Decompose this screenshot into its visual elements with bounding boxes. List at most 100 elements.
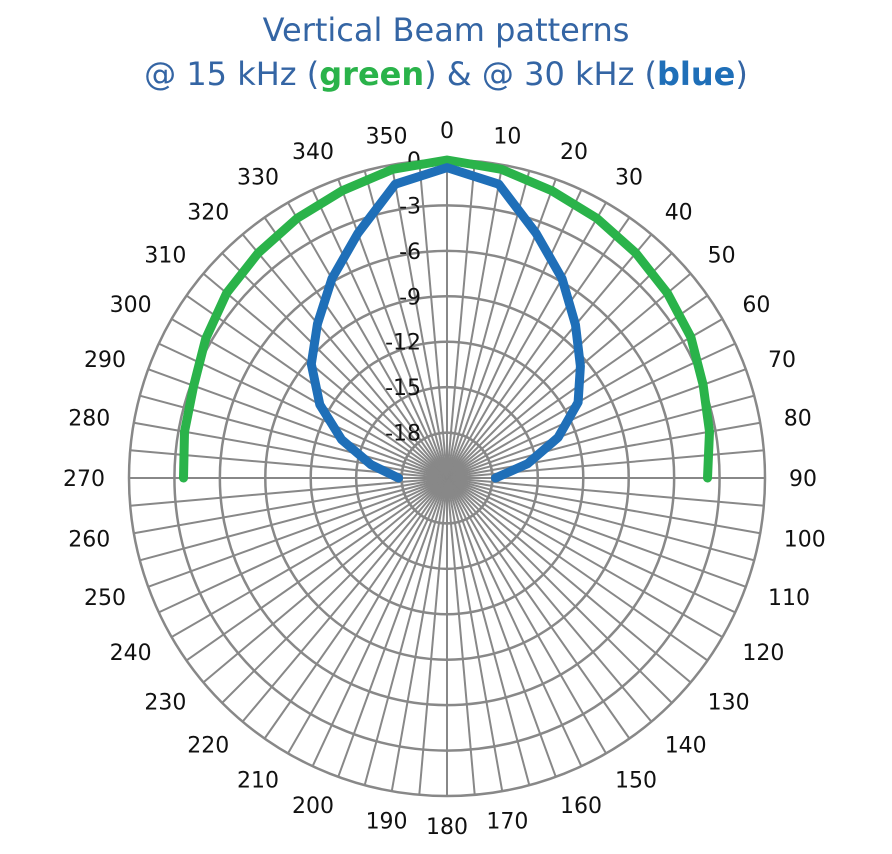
grid-spoke <box>446 368 747 479</box>
angular-tick-label: 130 <box>708 691 750 716</box>
grid-spoke <box>446 272 692 479</box>
grid-spoke <box>446 477 755 562</box>
grid-spoke <box>418 477 448 795</box>
series-line-blue <box>306 163 585 483</box>
grid-spoke <box>446 477 747 588</box>
title-line-1: Vertical Beam patterns <box>262 11 630 49</box>
angular-tick-label: 120 <box>742 641 784 666</box>
grid-spoke <box>418 161 448 479</box>
grid-spoke <box>446 233 653 479</box>
grid-spoke <box>446 477 761 535</box>
angular-tick-label: 40 <box>665 200 693 225</box>
title-line-2-part-c: ) <box>735 55 748 93</box>
grid-spoke <box>446 161 476 479</box>
angular-tick-label: 50 <box>708 243 736 268</box>
grid-spoke <box>446 477 531 786</box>
radial-tick-label: -12 <box>385 331 421 356</box>
grid-spoke <box>311 189 448 479</box>
grid-spoke <box>171 318 448 479</box>
angular-tick-label: 280 <box>68 407 110 432</box>
angular-tick-label: 160 <box>560 794 602 819</box>
grid-spoke <box>390 477 448 792</box>
grid-ring <box>309 340 585 616</box>
grid-spoke <box>446 477 764 507</box>
grid-spoke <box>139 477 448 562</box>
grid-spoke <box>446 318 723 479</box>
grid-spoke <box>446 477 583 767</box>
grid-spoke <box>446 189 583 479</box>
angular-tick-label: 350 <box>366 124 408 149</box>
grid-spoke <box>130 477 448 507</box>
angular-tick-label: 290 <box>84 348 126 373</box>
grid-spoke <box>337 477 448 778</box>
grid-spoke <box>446 477 673 704</box>
grid-spoke <box>311 477 448 767</box>
angular-tick-label: 110 <box>768 586 810 611</box>
angular-tick-label: 260 <box>68 527 110 552</box>
grid-spoke <box>446 216 631 479</box>
grid-spoke <box>446 477 476 795</box>
angular-tick-label: 320 <box>187 200 229 225</box>
angular-tick-label: 330 <box>237 166 279 191</box>
angular-tick-label: 90 <box>789 467 817 492</box>
grid-spoke <box>147 477 448 588</box>
radial-tick-label: -15 <box>385 376 421 401</box>
grid-spoke <box>446 477 631 740</box>
grid-spoke <box>287 477 448 754</box>
grid-spoke <box>446 477 723 638</box>
grid-spoke <box>221 477 448 704</box>
grid-ring <box>354 385 540 571</box>
grid-spoke <box>446 477 557 778</box>
chart-title: Vertical Beam patterns @ 15 kHz (green) … <box>0 8 892 96</box>
angular-tick-label: 270 <box>63 467 105 492</box>
grid-spoke <box>446 477 709 662</box>
grid-spoke <box>446 477 607 754</box>
grid-spoke <box>147 368 448 479</box>
grid-spoke <box>221 252 448 479</box>
grid-spoke <box>241 233 448 479</box>
radial-tick-label: -9 <box>399 285 421 310</box>
grid-spoke <box>133 477 448 535</box>
grid-spoke <box>446 477 504 792</box>
title-green-word: green <box>319 55 425 93</box>
angular-tick-label: 310 <box>144 243 186 268</box>
angular-tick-label: 340 <box>292 140 334 165</box>
angular-tick-label: 60 <box>742 293 770 318</box>
angular-tick-label: 190 <box>366 810 408 835</box>
grid-spoke <box>446 164 504 479</box>
grid-spoke <box>446 202 607 479</box>
grid-ring <box>218 249 676 707</box>
grid-spoke <box>446 477 692 684</box>
title-line-2-part-b: ) & @ 30 kHz ( <box>424 55 658 93</box>
angular-tick-label: 80 <box>784 407 812 432</box>
grid-spoke <box>202 272 448 479</box>
title-line-2-part-a: @ 15 kHz ( <box>144 55 320 93</box>
grid-spoke <box>263 216 448 479</box>
angular-tick-label: 70 <box>768 348 796 373</box>
grid-spoke <box>363 477 448 786</box>
grid-spoke <box>446 477 736 614</box>
grid-spoke <box>158 342 448 479</box>
grid-spoke <box>446 342 736 479</box>
angular-tick-label: 100 <box>784 527 826 552</box>
angular-tick-label: 170 <box>486 810 528 835</box>
angular-tick-label: 240 <box>110 641 152 666</box>
radial-tick-label: -6 <box>399 240 421 265</box>
grid-spoke <box>202 477 448 684</box>
grid-spoke <box>446 170 531 479</box>
grid-ring <box>173 204 721 752</box>
grid-spoke <box>185 477 448 662</box>
grid-spoke <box>241 477 448 723</box>
series-line-green <box>179 155 714 483</box>
angular-tick-label: 300 <box>110 293 152 318</box>
angular-tick-label: 30 <box>615 166 643 191</box>
grid-ring <box>264 295 630 661</box>
grid-spoke <box>363 170 448 479</box>
radial-tick-label: -3 <box>399 194 421 219</box>
angular-tick-label: 0 <box>440 119 454 144</box>
angular-tick-label: 20 <box>560 140 588 165</box>
grid-spoke <box>171 477 448 638</box>
title-line-2: @ 15 kHz (green) & @ 30 kHz (blue) <box>0 52 892 96</box>
grid-spoke <box>263 477 448 740</box>
